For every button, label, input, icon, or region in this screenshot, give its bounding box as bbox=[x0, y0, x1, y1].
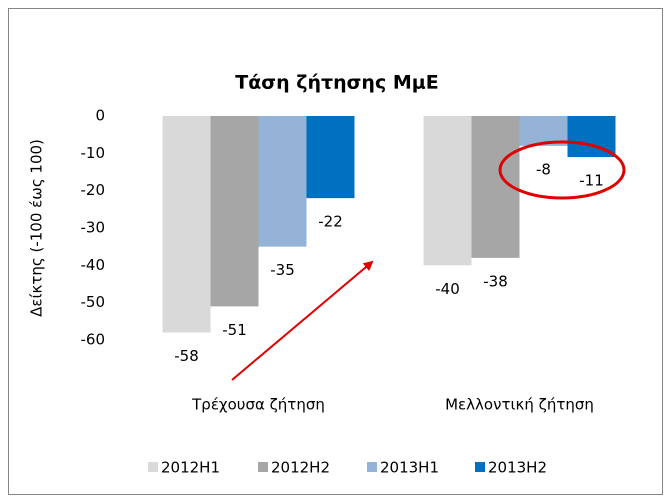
legend-label: 2012H1 bbox=[161, 459, 220, 477]
legend-swatch bbox=[258, 462, 268, 472]
legend-swatch bbox=[148, 462, 158, 472]
data-label: -51 bbox=[222, 321, 247, 339]
annotation-ellipse bbox=[498, 140, 626, 200]
legend-label: 2013H2 bbox=[488, 459, 547, 477]
legend-label: 2013H1 bbox=[380, 459, 439, 477]
data-label: -11 bbox=[579, 172, 604, 190]
x-tick-label: Τρέχουσα ζήτηση bbox=[191, 396, 325, 414]
data-label: -8 bbox=[536, 160, 551, 178]
y-tick-label: -50 bbox=[81, 293, 106, 311]
chart-border bbox=[8, 8, 663, 495]
y-tick-label: -60 bbox=[81, 331, 106, 349]
annotation-arrow bbox=[231, 260, 374, 381]
chart-title: Τάση ζήτησης ΜμΕ bbox=[235, 72, 438, 94]
bar bbox=[162, 116, 211, 333]
bar bbox=[258, 116, 307, 247]
legend-swatch bbox=[367, 462, 377, 472]
y-tick-label: 0 bbox=[95, 107, 105, 125]
data-label: -38 bbox=[483, 272, 508, 290]
y-tick-label: -10 bbox=[81, 144, 106, 162]
y-axis-label: Δείκτης (-100 έως 100) bbox=[28, 139, 46, 317]
legend-swatch bbox=[475, 462, 485, 472]
bar bbox=[210, 116, 259, 307]
data-label: -40 bbox=[435, 280, 460, 298]
x-tick-label: Μελλοντική ζήτηση bbox=[445, 396, 594, 414]
y-tick-label: -30 bbox=[81, 219, 106, 237]
data-label: -58 bbox=[174, 347, 199, 365]
y-tick-label: -40 bbox=[81, 256, 106, 274]
y-tick-label: -20 bbox=[81, 181, 106, 199]
bar bbox=[423, 116, 472, 266]
plot-area: 0 -10 -20 -30 -40 -50 -60 Τρέχουσα ζήτηση -58 -51… bbox=[81, 107, 616, 477]
data-label: -35 bbox=[270, 261, 295, 279]
data-label: -22 bbox=[318, 213, 343, 231]
bar bbox=[306, 116, 355, 199]
legend-label: 2012H2 bbox=[271, 459, 330, 477]
